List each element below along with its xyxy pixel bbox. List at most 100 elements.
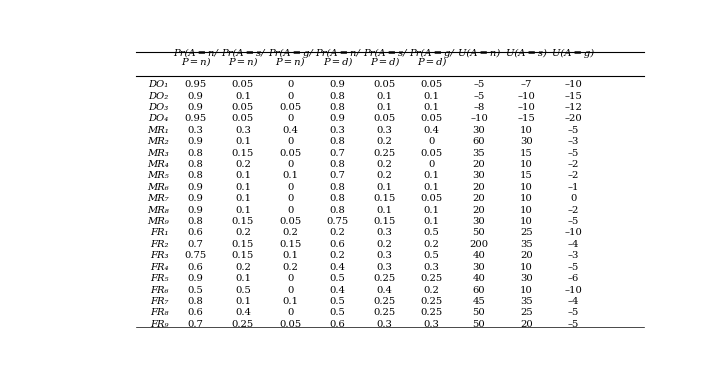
Text: 0.1: 0.1 (235, 171, 251, 180)
Text: P = n): P = n) (228, 57, 257, 66)
Text: 35: 35 (520, 240, 533, 249)
Text: 0.05: 0.05 (421, 148, 443, 158)
Text: –5: –5 (568, 320, 580, 329)
Text: 0.1: 0.1 (423, 217, 440, 226)
Text: FR₇: FR₇ (150, 297, 169, 306)
Text: 0.15: 0.15 (232, 240, 254, 249)
Text: 0: 0 (287, 308, 293, 317)
Text: 0.1: 0.1 (423, 171, 440, 180)
Text: 0: 0 (429, 137, 435, 146)
Text: 10: 10 (520, 285, 533, 294)
Text: 0.15: 0.15 (232, 148, 254, 158)
Text: 0.6: 0.6 (188, 228, 203, 237)
Text: 0.9: 0.9 (188, 194, 203, 203)
Text: 0.1: 0.1 (423, 183, 440, 192)
Text: 0.9: 0.9 (188, 137, 203, 146)
Text: –8: –8 (473, 103, 485, 112)
Text: U(A = n): U(A = n) (458, 49, 500, 58)
Text: 0.2: 0.2 (282, 263, 298, 272)
Text: –4: –4 (568, 297, 580, 306)
Text: 45: 45 (472, 297, 485, 306)
Text: 50: 50 (472, 320, 485, 329)
Text: FR₁: FR₁ (150, 228, 169, 237)
Text: 0: 0 (287, 285, 293, 294)
Text: 0.2: 0.2 (424, 285, 440, 294)
Text: 30: 30 (472, 171, 485, 180)
Text: 0.05: 0.05 (373, 114, 395, 123)
Text: U(A = g): U(A = g) (552, 49, 595, 58)
Text: Pr(A = g/: Pr(A = g/ (267, 49, 313, 58)
Text: 0.95: 0.95 (185, 80, 207, 89)
Text: 0.2: 0.2 (377, 171, 393, 180)
Text: 0.9: 0.9 (188, 92, 203, 100)
Text: MR₉: MR₉ (147, 217, 169, 226)
Text: 0.2: 0.2 (235, 160, 251, 169)
Text: U(A = s): U(A = s) (505, 49, 546, 58)
Text: 0.1: 0.1 (235, 194, 251, 203)
Text: 0.1: 0.1 (377, 183, 393, 192)
Text: 0.9: 0.9 (188, 103, 203, 112)
Text: –5: –5 (568, 217, 580, 226)
Text: 0.3: 0.3 (424, 263, 440, 272)
Text: 0: 0 (287, 206, 293, 214)
Text: 0.8: 0.8 (188, 160, 203, 169)
Text: 0.25: 0.25 (373, 308, 395, 317)
Text: 0.1: 0.1 (235, 274, 251, 283)
Text: 10: 10 (520, 183, 533, 192)
Text: 0.5: 0.5 (424, 228, 440, 237)
Text: DO₂: DO₂ (148, 92, 169, 100)
Text: FR₂: FR₂ (150, 240, 169, 249)
Text: 0.05: 0.05 (232, 103, 254, 112)
Text: –20: –20 (564, 114, 582, 123)
Text: 20: 20 (520, 251, 533, 260)
Text: 0.05: 0.05 (421, 194, 443, 203)
Text: 0.05: 0.05 (232, 80, 254, 89)
Text: 20: 20 (472, 183, 485, 192)
Text: 60: 60 (472, 137, 485, 146)
Text: –5: –5 (568, 263, 580, 272)
Text: 0.1: 0.1 (377, 92, 393, 100)
Text: 60: 60 (472, 285, 485, 294)
Text: 0.3: 0.3 (377, 126, 393, 135)
Text: P = d): P = d) (370, 57, 399, 66)
Text: 0.25: 0.25 (232, 320, 254, 329)
Text: 0.1: 0.1 (235, 297, 251, 306)
Text: 0.05: 0.05 (279, 320, 301, 329)
Text: 0: 0 (570, 194, 577, 203)
Text: MR₄: MR₄ (147, 160, 169, 169)
Text: 20: 20 (472, 160, 485, 169)
Text: 0: 0 (287, 114, 293, 123)
Text: MR₃: MR₃ (147, 148, 169, 158)
Text: MR₈: MR₈ (147, 206, 169, 214)
Text: 0.15: 0.15 (279, 240, 301, 249)
Text: 25: 25 (520, 228, 533, 237)
Text: 0.1: 0.1 (377, 103, 393, 112)
Text: 0.05: 0.05 (373, 80, 395, 89)
Text: –2: –2 (568, 171, 580, 180)
Text: 0.3: 0.3 (377, 251, 393, 260)
Text: MR₁: MR₁ (147, 126, 169, 135)
Text: 0.2: 0.2 (282, 228, 298, 237)
Text: 0.6: 0.6 (188, 308, 203, 317)
Text: 0.5: 0.5 (329, 274, 345, 283)
Text: –5: –5 (568, 308, 580, 317)
Text: Pr(A = s/: Pr(A = s/ (221, 49, 265, 58)
Text: 0: 0 (287, 92, 293, 100)
Text: 0.9: 0.9 (329, 80, 345, 89)
Text: 0.7: 0.7 (329, 148, 345, 158)
Text: FR₄: FR₄ (150, 263, 169, 272)
Text: P = d): P = d) (323, 57, 352, 66)
Text: –3: –3 (568, 137, 580, 146)
Text: 0.4: 0.4 (329, 263, 345, 272)
Text: 20: 20 (472, 194, 485, 203)
Text: 0.75: 0.75 (326, 217, 349, 226)
Text: 0.1: 0.1 (235, 206, 251, 214)
Text: –15: –15 (564, 92, 582, 100)
Text: 0.3: 0.3 (424, 320, 440, 329)
Text: DO₁: DO₁ (148, 80, 169, 89)
Text: 0.25: 0.25 (421, 297, 443, 306)
Text: 30: 30 (472, 126, 485, 135)
Text: DO₃: DO₃ (148, 103, 169, 112)
Text: 20: 20 (520, 320, 533, 329)
Text: 0.3: 0.3 (377, 263, 393, 272)
